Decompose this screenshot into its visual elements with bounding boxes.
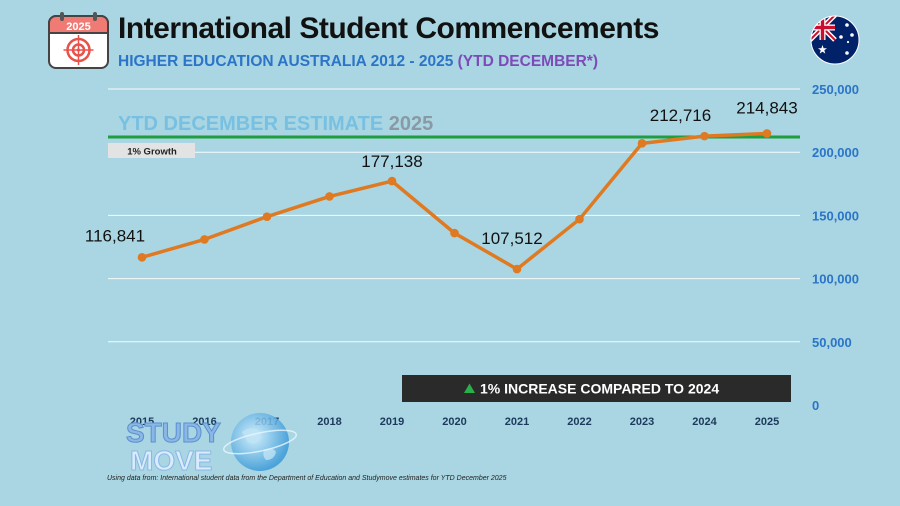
y-tick-label: 200,000 — [812, 145, 859, 160]
y-tick-label: 150,000 — [812, 208, 859, 223]
x-tick-label: 2018 — [317, 416, 341, 428]
series-layer — [137, 129, 772, 274]
data-point — [200, 235, 209, 244]
data-point — [575, 214, 584, 224]
x-tick-label: 2025 — [755, 416, 779, 428]
reference-label-year: 2025 — [389, 113, 434, 135]
studymove-logo: STUDY MOVE — [126, 413, 297, 477]
y-tick-label: 250,000 — [812, 82, 859, 97]
y-axis: 0 50,000 100,000 150,000 200,000 250,000 — [812, 82, 859, 413]
up-triangle-icon — [464, 383, 475, 393]
data-label: 214,843 — [736, 98, 797, 117]
data-label: 177,138 — [361, 152, 422, 171]
chart-title: International Student Commencements — [118, 12, 659, 45]
growth-tag-label: 1% Growth — [127, 147, 177, 158]
data-point — [762, 129, 772, 138]
y-tick-label: 100,000 — [812, 272, 859, 287]
reference-label-main: YTD DECEMBER ESTIMATE — [118, 113, 389, 135]
data-labels: 116,841 177,138 107,512 212,716 214,843 — [85, 98, 798, 248]
data-point — [262, 212, 272, 221]
x-tick-label: 2022 — [567, 416, 591, 428]
gridlines — [108, 88, 800, 343]
x-tick-label: 2015 — [130, 416, 154, 428]
australia-flag-icon — [810, 15, 860, 65]
x-tick-label: 2016 — [192, 416, 216, 428]
subtitle-highlight: (YTD DECEMBER*) — [457, 53, 599, 70]
y-tick-label: 50,000 — [812, 335, 852, 350]
reference-label: YTD DECEMBER ESTIMATE 2025 — [118, 113, 433, 135]
data-point — [325, 192, 334, 201]
logo-text-move: MOVE — [130, 445, 212, 476]
logo-text-study: STUDY — [126, 417, 221, 448]
subtitle-main: HIGHER EDUCATION AUSTRALIA 2012 - 2025 — [118, 53, 458, 70]
data-point — [137, 253, 147, 262]
data-label: 212,716 — [650, 106, 711, 125]
data-point — [700, 131, 709, 141]
x-tick-label: 2019 — [380, 416, 404, 428]
growth-tag-bg — [108, 143, 195, 158]
increase-banner-text: 1% INCREASE COMPARED TO 2024 — [480, 381, 719, 397]
x-tick-label: 2021 — [505, 416, 529, 428]
data-point — [512, 264, 522, 274]
data-point — [450, 228, 459, 238]
data-label: 116,841 — [85, 226, 145, 245]
x-tick-label: 2024 — [692, 416, 717, 428]
calendar-year-label: 2025 — [66, 21, 90, 33]
data-point — [637, 139, 647, 148]
source-footnote: Using data from: International student d… — [107, 475, 507, 482]
chart-subtitle: HIGHER EDUCATION AUSTRALIA 2012 - 2025 (… — [118, 53, 598, 71]
y-tick-label: 0 — [812, 398, 819, 413]
x-tick-label: 2020 — [442, 416, 466, 428]
calendar-target-icon: 2025 — [48, 12, 109, 69]
series-line — [140, 131, 769, 271]
data-label: 107,512 — [481, 229, 542, 248]
x-tick-label: 2023 — [630, 416, 654, 428]
data-point — [387, 176, 397, 186]
